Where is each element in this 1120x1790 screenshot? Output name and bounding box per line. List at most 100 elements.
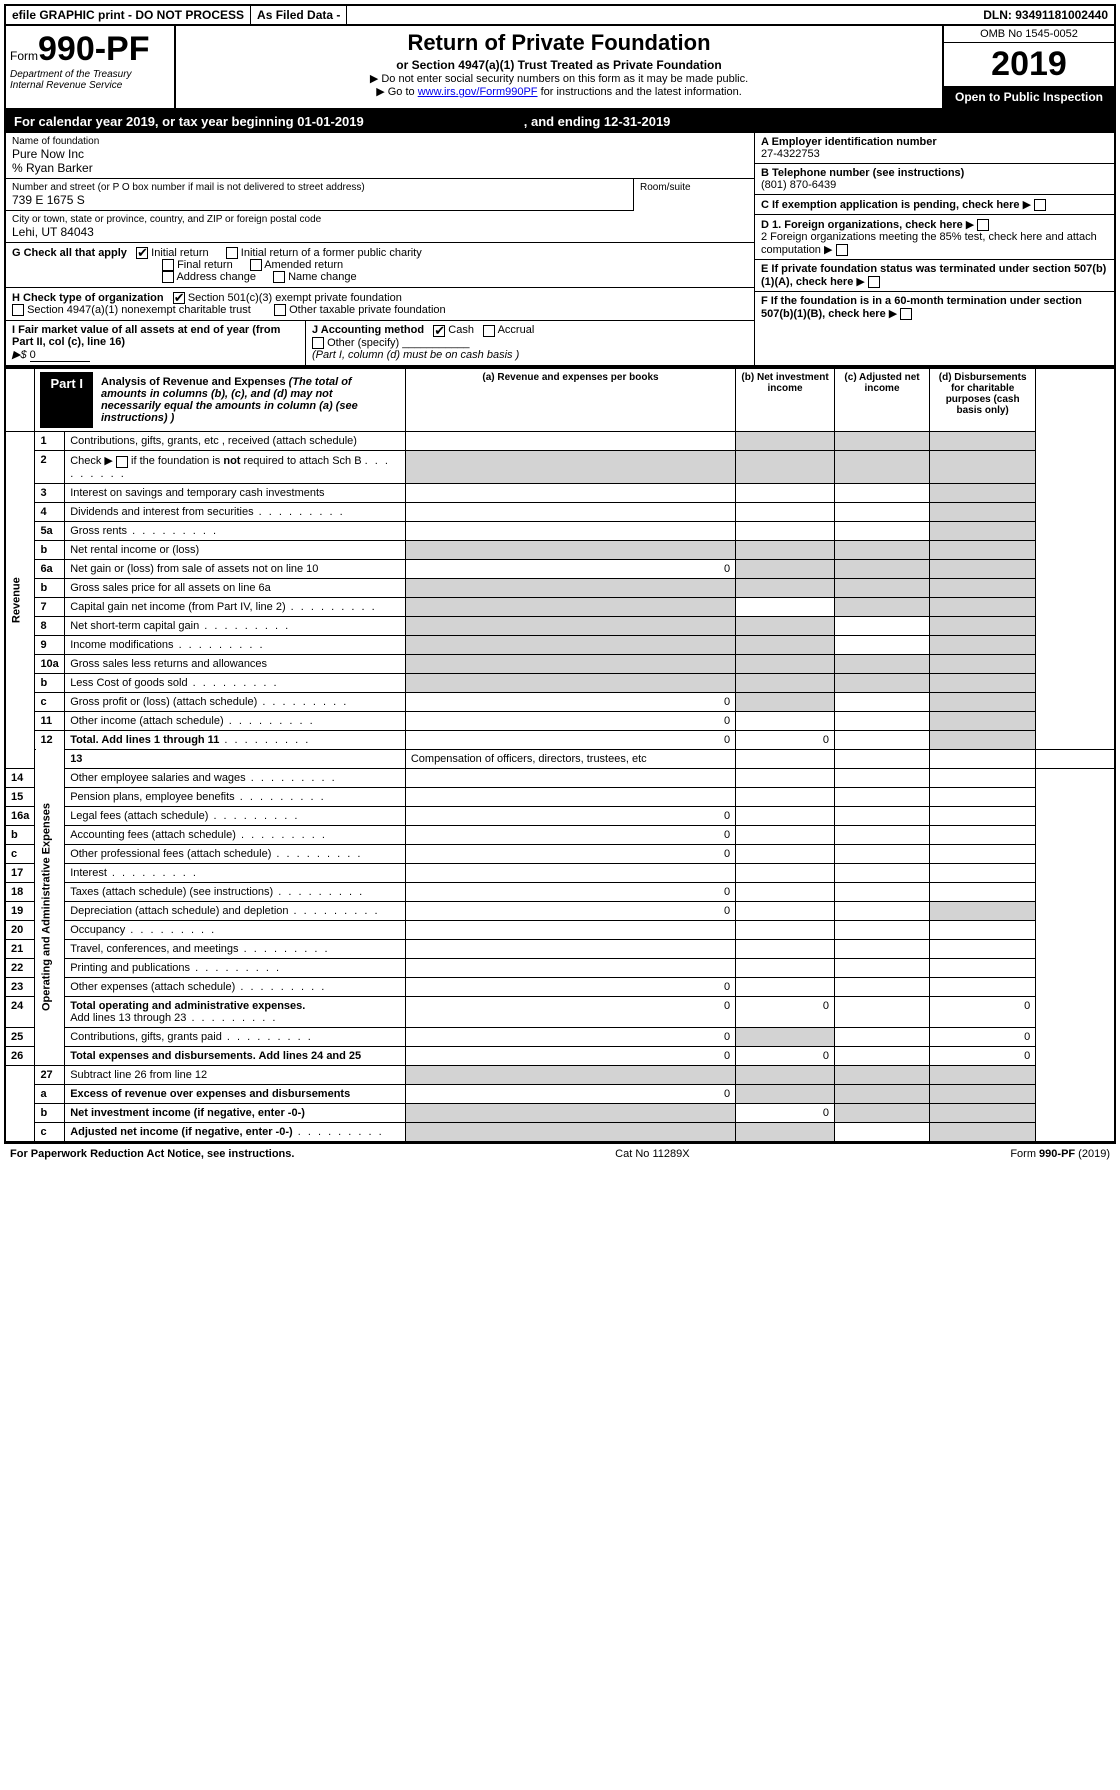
- line-27-desc: Subtract line 26 from line 12: [65, 1065, 406, 1084]
- entity-left: Name of foundation Pure Now Inc % Ryan B…: [6, 133, 754, 365]
- line-27a-desc: Excess of revenue over expenses and disb…: [70, 1088, 350, 1100]
- c-checkbox[interactable]: [1034, 199, 1046, 211]
- line-6a-desc: Net gain or (loss) from sale of assets n…: [65, 559, 406, 578]
- line-24-a: 0: [405, 996, 735, 1027]
- h-other-checkbox[interactable]: [274, 304, 286, 316]
- line-26-desc: Total expenses and disbursements. Add li…: [65, 1046, 406, 1065]
- line-6a-a: 0: [405, 559, 735, 578]
- line-num-10a: 10a: [35, 654, 65, 673]
- section-c: C If exemption application is pending, c…: [755, 195, 1114, 215]
- h-other: Other taxable private foundation: [289, 304, 446, 316]
- d2-checkbox[interactable]: [836, 244, 848, 256]
- line-24-b: 0: [736, 996, 835, 1027]
- c-label: C If exemption application is pending, c…: [761, 199, 1020, 211]
- col-b-header: (b) Net investment income: [736, 368, 835, 432]
- line-num-14: 14: [5, 768, 35, 787]
- line-24-desc: Total operating and administrative expen…: [65, 996, 406, 1027]
- line-26-a: 0: [405, 1046, 735, 1065]
- line-18-desc: Taxes (attach schedule) (see instruction…: [65, 882, 406, 901]
- cal-prefix: For calendar year 2019, or tax year begi…: [14, 114, 297, 129]
- tax-year: 2019: [944, 43, 1114, 86]
- d1-checkbox[interactable]: [977, 219, 989, 231]
- schb-checkbox[interactable]: [116, 456, 128, 468]
- dln-value: 93491181002440: [1015, 8, 1108, 22]
- phone-label: B Telephone number (see instructions): [761, 167, 964, 179]
- line-27b-b: 0: [736, 1103, 835, 1122]
- i-arrow: ▶$: [12, 349, 27, 361]
- g-initial-checkbox[interactable]: [136, 247, 148, 259]
- irs-link[interactable]: www.irs.gov/Form990PF: [418, 86, 538, 98]
- g-amended-checkbox[interactable]: [250, 259, 262, 271]
- g-addr-checkbox[interactable]: [162, 271, 174, 283]
- line-22-desc: Printing and publications: [65, 958, 406, 977]
- calendar-bar: For calendar year 2019, or tax year begi…: [4, 110, 1116, 133]
- line-num-21: 21: [5, 939, 35, 958]
- dln: DLN: 93491181002440: [977, 6, 1114, 24]
- revenue-side-label: Revenue: [5, 432, 35, 768]
- form-page: efile GRAPHIC print - DO NOT PROCESS As …: [0, 0, 1120, 1168]
- g-final-checkbox[interactable]: [162, 259, 174, 271]
- care-of: % Ryan Barker: [12, 161, 748, 175]
- h-label: H Check type of organization: [12, 292, 164, 304]
- line-26-b: 0: [736, 1046, 835, 1065]
- line-15-desc: Pension plans, employee benefits: [65, 787, 406, 806]
- line-8-desc: Net short-term capital gain: [65, 616, 406, 635]
- section-d: D 1. Foreign organizations, check here ▶…: [755, 215, 1114, 260]
- part1-header: Part I Analysis of Revenue and Expenses …: [40, 372, 399, 428]
- line-24-d: 0: [930, 996, 1036, 1027]
- line-3-desc: Interest on savings and temporary cash i…: [65, 483, 406, 502]
- line-20-desc: Occupancy: [65, 920, 406, 939]
- line-num-25: 25: [5, 1027, 35, 1046]
- h-4947-checkbox[interactable]: [12, 304, 24, 316]
- line-6b-desc: Gross sales price for all assets on line…: [65, 578, 406, 597]
- line-num-1: 1: [35, 432, 65, 451]
- line-5b-desc: Net rental income or (loss): [65, 540, 406, 559]
- j-accrual-checkbox[interactable]: [483, 325, 495, 337]
- line-num-17: 17: [5, 863, 35, 882]
- line-num-27b: b: [35, 1103, 65, 1122]
- f-checkbox[interactable]: [900, 308, 912, 320]
- street-address: 739 E 1675 S: [12, 193, 627, 207]
- j-other-checkbox[interactable]: [312, 337, 324, 349]
- line-num-7: 7: [35, 597, 65, 616]
- name-cell: Name of foundation Pure Now Inc % Ryan B…: [6, 133, 754, 179]
- line-num-27: 27: [35, 1065, 65, 1084]
- j-cash-checkbox[interactable]: [433, 325, 445, 337]
- line-19-a: 0: [405, 901, 735, 920]
- g-name-checkbox[interactable]: [273, 271, 285, 283]
- line-num-10b: b: [35, 673, 65, 692]
- omb-number: OMB No 1545-0052: [944, 26, 1114, 43]
- e-checkbox[interactable]: [868, 276, 880, 288]
- line-16a-a: 0: [405, 806, 735, 825]
- line-5a-desc: Gross rents: [65, 521, 406, 540]
- header: Form990-PF Department of the Treasury In…: [4, 26, 1116, 110]
- line-12-a: 0: [405, 730, 735, 749]
- line-26-d: 0: [930, 1046, 1036, 1065]
- h-501c3-checkbox[interactable]: [173, 292, 185, 304]
- line-10a-desc: Gross sales less returns and allowances: [65, 654, 406, 673]
- top-bar: efile GRAPHIC print - DO NOT PROCESS As …: [4, 4, 1116, 26]
- col-c-header: (c) Adjusted net income: [834, 368, 929, 432]
- open-inspection: Open to Public Inspection: [944, 86, 1114, 108]
- cal-begin: 01-01-2019: [297, 114, 364, 129]
- line-27b-desc: Net investment income (if negative, ente…: [70, 1107, 305, 1119]
- g-initial: Initial return: [151, 247, 208, 259]
- line-25-d: 0: [930, 1027, 1036, 1046]
- section-f: F If the foundation is in a 60-month ter…: [755, 292, 1114, 323]
- form-subtitle: or Section 4947(a)(1) Trust Treated as P…: [184, 58, 934, 72]
- line-7-desc: Capital gain net income (from Part IV, l…: [65, 597, 406, 616]
- part1-table: Part I Analysis of Revenue and Expenses …: [4, 367, 1116, 1142]
- entity-right: A Employer identification number 27-4322…: [754, 133, 1114, 365]
- line-num-6b: b: [35, 578, 65, 597]
- foundation-name: Pure Now Inc: [12, 147, 748, 161]
- g-initial-former-checkbox[interactable]: [226, 247, 238, 259]
- entity-grid: Name of foundation Pure Now Inc % Ryan B…: [4, 133, 1116, 367]
- line-10b-desc: Less Cost of goods sold: [65, 673, 406, 692]
- section-i: I Fair market value of all assets at end…: [6, 321, 306, 365]
- line-21-desc: Travel, conferences, and meetings: [65, 939, 406, 958]
- j-note: (Part I, column (d) must be on cash basi…: [312, 349, 519, 361]
- dln-label: DLN:: [983, 8, 1012, 22]
- line-num-15: 15: [5, 787, 35, 806]
- line-16b-desc: Accounting fees (attach schedule): [65, 825, 406, 844]
- line-num-5a: 5a: [35, 521, 65, 540]
